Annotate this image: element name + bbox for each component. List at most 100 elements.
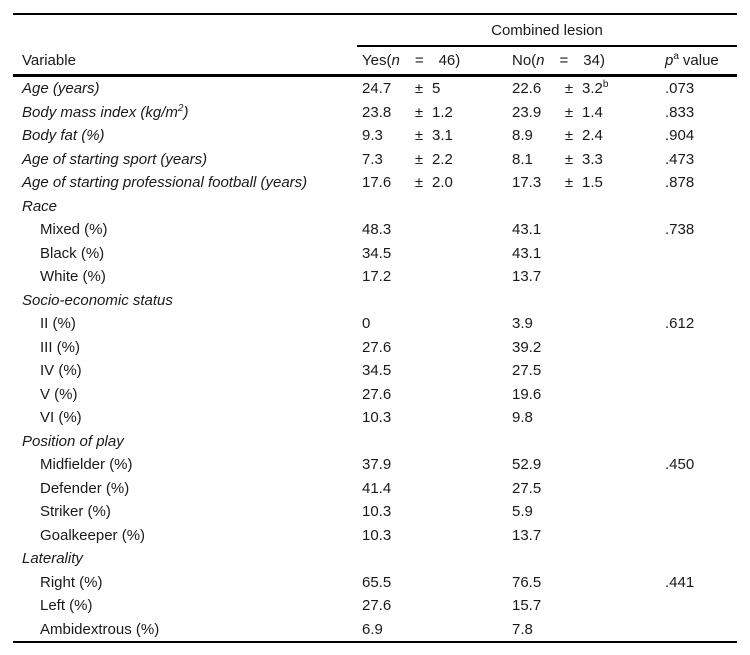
- no-value-cell: 43.1: [512, 221, 665, 238]
- no-sd-wrap: 3.3: [582, 151, 603, 168]
- no-value-cell: 27.5: [512, 362, 665, 379]
- yes-mean: 27.6: [362, 597, 392, 615]
- yes-mean: 7.3: [362, 150, 383, 168]
- no-value-cell: 9.8: [512, 409, 665, 426]
- no-header-pre: No(: [512, 52, 537, 69]
- p-value-cell: .833: [665, 103, 695, 121]
- row-label: Body mass index (kg/m: [22, 103, 178, 121]
- no-value-cell: 43.1: [512, 245, 665, 262]
- yes-value-cell: 34.5: [362, 245, 512, 262]
- table-row: Socio-economic status: [13, 289, 737, 313]
- yes-header-n: n: [391, 52, 400, 69]
- no-footnote-marker: b: [602, 79, 609, 91]
- no-mean: 13.7: [512, 268, 542, 286]
- yes-value-cell: 65.5: [362, 574, 512, 591]
- row-label-cell: II (%): [13, 315, 362, 332]
- column-header-yes: Yes(n = 46): [362, 52, 512, 69]
- no-value-cell: 17.3 ± 1.5: [512, 174, 665, 191]
- table-row: Body fat (%) 9.3 ± 3.1 8.9 ± 2.4 .904: [13, 124, 737, 148]
- row-label: Socio-economic status: [22, 291, 173, 309]
- row-label-cell: Age (years): [13, 80, 362, 97]
- no-sd: 3.2: [582, 80, 603, 98]
- row-label-cell: Body fat (%): [13, 127, 362, 144]
- no-value-cell: 15.7: [512, 597, 665, 614]
- row-label-cell: Striker (%): [13, 503, 362, 520]
- no-value-cell: 39.2: [512, 339, 665, 356]
- row-label: Striker (%): [40, 503, 111, 521]
- yes-sd: 2.0: [432, 174, 453, 192]
- table-row: V (%) 27.6 19.6: [13, 383, 737, 407]
- yes-mean: 6.9: [362, 620, 383, 638]
- p-header-rest: value: [682, 52, 719, 69]
- row-label-cell: VI (%): [13, 409, 362, 426]
- yes-mean: 65.5: [362, 573, 392, 591]
- no-value-cell: 8.9 ± 2.4: [512, 127, 665, 144]
- row-label: Laterality: [22, 550, 83, 568]
- yes-mean: 17.2: [362, 268, 392, 286]
- column-header-p-value: pa value: [665, 51, 737, 70]
- row-label: Goalkeeper (%): [40, 526, 146, 544]
- no-mean: 39.2: [512, 338, 542, 356]
- yes-value-cell: 23.8 ± 1.2: [362, 104, 512, 121]
- yes-value-cell: 48.3: [362, 221, 512, 238]
- table-row: IV (%) 34.5 27.5: [13, 359, 737, 383]
- row-label-cell: Right (%): [13, 574, 362, 591]
- no-value-cell: 13.7: [512, 527, 665, 544]
- row-label-cell: White (%): [13, 268, 362, 285]
- no-value-cell: 23.9 ± 1.4: [512, 104, 665, 121]
- p-value-cell: .904: [665, 127, 695, 145]
- no-mean: 17.3: [512, 174, 542, 192]
- row-label: White (%): [40, 268, 106, 286]
- no-value-cell: 5.9: [512, 503, 665, 520]
- row-label: Position of play: [22, 432, 124, 450]
- yes-value-cell: 37.9: [362, 456, 512, 473]
- table-row: Age of starting professional football (y…: [13, 171, 737, 195]
- yes-value-cell: 9.3 ± 3.1: [362, 127, 512, 144]
- yes-mean: 34.5: [362, 362, 392, 380]
- yes-mean: 10.3: [362, 503, 392, 521]
- row-label: Right (%): [40, 573, 103, 591]
- no-value-cell: 19.6: [512, 386, 665, 403]
- row-label-cell: Socio-economic status: [13, 292, 362, 309]
- no-mean: 43.1: [512, 221, 542, 239]
- row-label-post: ): [183, 103, 189, 121]
- yes-value-cell: 17.2: [362, 268, 512, 285]
- row-label: V (%): [40, 385, 78, 403]
- table-row: Right (%) 65.5 76.5 .441: [13, 571, 737, 595]
- no-plus-minus: ±: [564, 174, 574, 192]
- no-mean: 5.9: [512, 503, 533, 521]
- no-mean: 43.1: [512, 244, 542, 262]
- row-label-cell: IV (%): [13, 362, 362, 379]
- yes-plus-minus: ±: [414, 127, 424, 145]
- yes-sd: 2.2: [432, 150, 453, 168]
- yes-mean: 34.5: [362, 244, 392, 262]
- table-row: Age (years) 24.7 ± 5 22.6 ± 3.2b .073: [13, 77, 737, 101]
- p-header-footnote-marker: a: [673, 51, 679, 62]
- no-mean: 8.9: [512, 127, 533, 145]
- no-header-equals: =: [559, 52, 569, 69]
- table-header-row: Variable Yes(n = 46) No(n = 34) pa value: [13, 47, 737, 77]
- p-value-cell: .612: [665, 315, 695, 333]
- row-label: Mixed (%): [40, 221, 108, 239]
- table-row: VI (%) 10.3 9.8: [13, 406, 737, 430]
- yes-mean: 24.7: [362, 80, 392, 98]
- p-value-cell: .738: [665, 221, 695, 239]
- row-label-cell: Mixed (%): [13, 221, 362, 238]
- row-label: Age of starting professional football (y…: [22, 174, 308, 192]
- yes-mean: 17.6: [362, 174, 392, 192]
- table-row: Position of play: [13, 430, 737, 454]
- yes-mean: 23.8: [362, 103, 392, 121]
- no-value-cell: 13.7: [512, 268, 665, 285]
- yes-sd: 1.2: [432, 103, 453, 121]
- table-row: Striker (%) 10.3 5.9: [13, 500, 737, 524]
- no-mean: 13.7: [512, 526, 542, 544]
- no-mean: 9.8: [512, 409, 533, 427]
- table-row: III (%) 27.6 39.2: [13, 336, 737, 360]
- table-row: Race: [13, 195, 737, 219]
- row-label-superscript: 2: [177, 103, 184, 114]
- table-row: Mixed (%) 48.3 43.1 .738: [13, 218, 737, 242]
- no-mean: 27.5: [512, 479, 542, 497]
- table-row: White (%) 17.2 13.7: [13, 265, 737, 289]
- no-sd-wrap: 1.5: [582, 174, 603, 191]
- table-row: Defender (%) 41.4 27.5: [13, 477, 737, 501]
